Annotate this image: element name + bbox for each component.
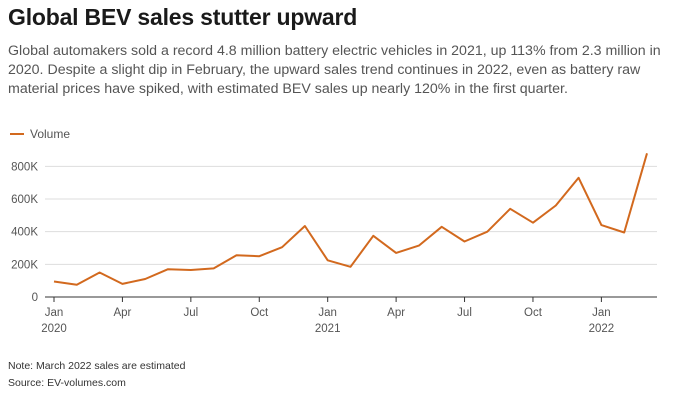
x-tick-label: Apr xyxy=(113,307,131,319)
legend: Volume xyxy=(10,127,70,141)
chart-source: Source: EV-volumes.com xyxy=(8,377,126,389)
y-tick-labels: 0 200K 400K 600K 800K xyxy=(11,161,38,304)
y-tick-label: 0 xyxy=(32,292,38,304)
legend-swatch xyxy=(10,133,24,135)
y-tick-label: 200K xyxy=(11,259,38,271)
x-tick-label: Oct xyxy=(250,307,269,319)
y-tick-label: 600K xyxy=(11,194,38,206)
grid-lines xyxy=(45,165,657,265)
legend-label: Volume xyxy=(30,127,71,141)
x-tick-label: Jan xyxy=(318,307,337,319)
chart-area: 0 200K 400K 600K 800K Jan 2020 Apr Jul Oct Jan 202… xyxy=(11,153,657,335)
x-tick-label: Jan xyxy=(45,307,64,319)
y-tick-label: 400K xyxy=(11,227,38,239)
x-tick-label: Apr xyxy=(387,307,405,319)
series-line-volume xyxy=(53,153,648,286)
x-tick-marks xyxy=(53,297,602,302)
x-tick-label: Oct xyxy=(524,307,543,319)
x-tick-labels: Jan 2020 Apr Jul Oct Jan 2021 Apr Jul Oct Jan 2022 xyxy=(41,307,614,335)
chart-title: Global BEV sales stutter upward xyxy=(8,4,358,30)
chart-note: Note: March 2022 sales are estimated xyxy=(8,360,186,372)
x-tick-year-label: 2022 xyxy=(589,323,615,335)
x-tick-year-label: 2021 xyxy=(315,323,341,335)
y-tick-label: 800K xyxy=(11,161,38,173)
x-tick-label: Jul xyxy=(457,307,472,319)
chart-subtitle: Global automakers sold a record 4.8 mill… xyxy=(8,43,661,97)
x-tick-label: Jan xyxy=(592,307,611,319)
x-tick-label: Jul xyxy=(183,307,198,319)
x-tick-year-label: 2020 xyxy=(41,323,67,335)
